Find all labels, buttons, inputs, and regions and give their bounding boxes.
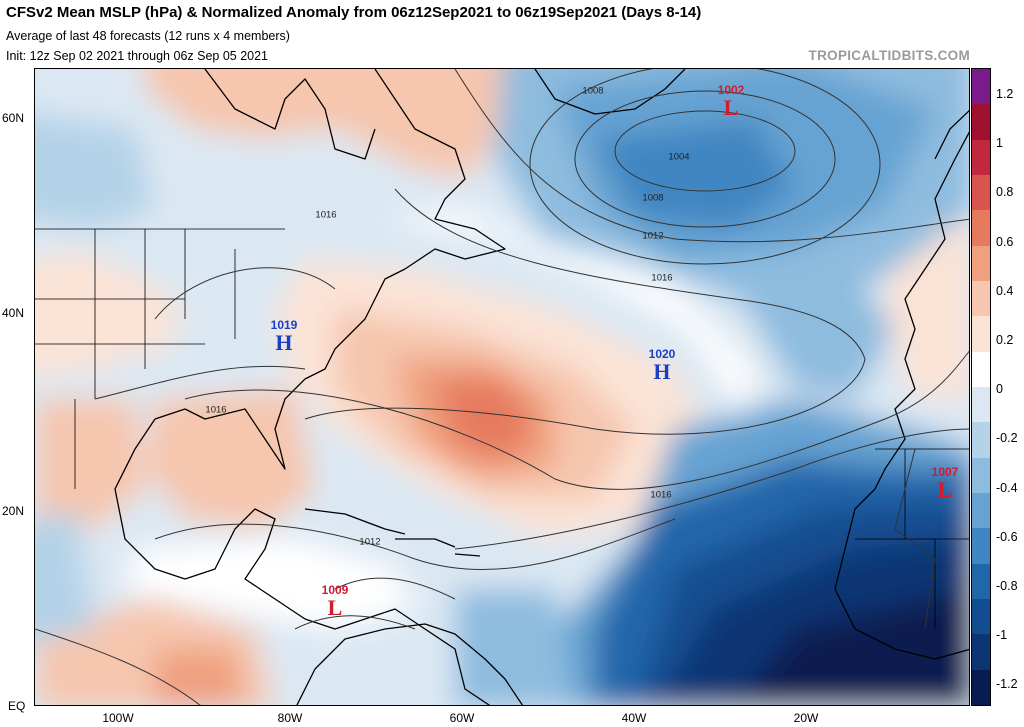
colorbar-segment [972, 599, 990, 635]
isobar-label: 1016 [315, 209, 337, 221]
anomaly-shading [35, 69, 969, 705]
colorbar-segment [972, 69, 990, 105]
pressure-value: 1009 [321, 583, 349, 597]
latitude-label: 20N [2, 504, 25, 518]
longitude-label: 100W [102, 711, 134, 725]
colorbar-segment [972, 563, 990, 600]
low-pressure-center: 1009 L [322, 584, 349, 619]
source-credit: TROPICALTIDBITS.COM [808, 48, 970, 63]
map-title: CFSv2 Mean MSLP (hPa) & Normalized Anoma… [6, 4, 702, 21]
colorbar-tick-label: -1.2 [996, 677, 1018, 692]
colorbar-segment [972, 175, 990, 211]
latitude-label: 40N [2, 306, 25, 320]
pressure-value: 1007 [931, 465, 959, 479]
low-pressure-center: 1007 L [932, 466, 959, 501]
pressure-anomaly-map [34, 68, 970, 706]
pressure-value: 1019 [270, 318, 298, 332]
colorbar-segment [972, 422, 990, 459]
pressure-letter: H [275, 330, 293, 355]
high-pressure-center: 1020 H [649, 348, 676, 383]
isobar-label: 1016 [650, 489, 672, 501]
map-subtitle-forecasts: Average of last 48 forecasts (12 runs x … [6, 29, 290, 43]
pressure-letter: L [937, 477, 953, 502]
colorbar-segment [972, 104, 990, 141]
longitude-label: 60W [449, 711, 475, 725]
pressure-letter: H [653, 359, 671, 384]
colorbar-segment [972, 457, 990, 494]
colorbar-tick-label: 0.6 [996, 234, 1014, 249]
isobar-label: 1016 [205, 404, 227, 416]
colorbar-tick-label: 1 [996, 136, 1003, 151]
colorbar-segment [972, 528, 990, 565]
isobar-label: 1008 [642, 192, 664, 204]
isobar-label: 1012 [359, 536, 381, 548]
colorbar-segment [972, 245, 990, 282]
colorbar-segment [972, 387, 990, 423]
pressure-value: 1020 [648, 347, 676, 361]
isobar-label: 1004 [668, 151, 690, 163]
colorbar-tick-label: 0.2 [996, 333, 1014, 347]
colorbar-tick-label: -0.4 [996, 480, 1018, 495]
pressure-value: 1002 [717, 83, 745, 97]
colorbar-segment [972, 493, 990, 529]
longitude-label: 40W [621, 711, 647, 725]
colorbar-tick-label: 1.2 [996, 87, 1014, 101]
latitude-label: EQ [8, 699, 26, 713]
map-subtitle-init: Init: 12z Sep 02 2021 through 06z Sep 05… [6, 49, 269, 63]
colorbar-segment [972, 669, 990, 706]
isobar-label: 1008 [582, 85, 604, 97]
colorbar-segment [972, 281, 990, 317]
colorbar-tick-label: 0 [996, 382, 1003, 397]
colorbar-segment [972, 210, 990, 247]
colorbar-segment [972, 316, 990, 353]
colorbar-segment [972, 634, 990, 671]
colorbar [971, 68, 991, 706]
colorbar-tick-label: 0.8 [996, 185, 1014, 200]
high-pressure-center: 1019 H [271, 319, 298, 354]
political-borders [35, 228, 969, 629]
coastlines [114, 69, 969, 705]
isobar-label: 1012 [642, 230, 664, 242]
colorbar-tick-label: -0.6 [996, 529, 1018, 544]
colorbar-tick-label: -0.2 [996, 431, 1018, 446]
colorbar-tick-label: -0.8 [996, 579, 1018, 593]
pressure-letter: L [327, 595, 343, 620]
isobar-label: 1016 [651, 272, 673, 284]
longitude-label: 20W [793, 711, 819, 725]
isobars [35, 69, 969, 705]
latitude-label: 60N [2, 111, 25, 125]
longitude-label: 80W [277, 711, 303, 725]
colorbar-segment [972, 139, 990, 176]
map-canvas [35, 69, 969, 705]
colorbar-tick-label: 0.4 [996, 283, 1014, 298]
colorbar-segment [972, 351, 990, 388]
low-pressure-center: 1002 L [718, 84, 745, 119]
pressure-letter: L [723, 95, 739, 120]
colorbar-tick-label: -1 [996, 628, 1008, 643]
